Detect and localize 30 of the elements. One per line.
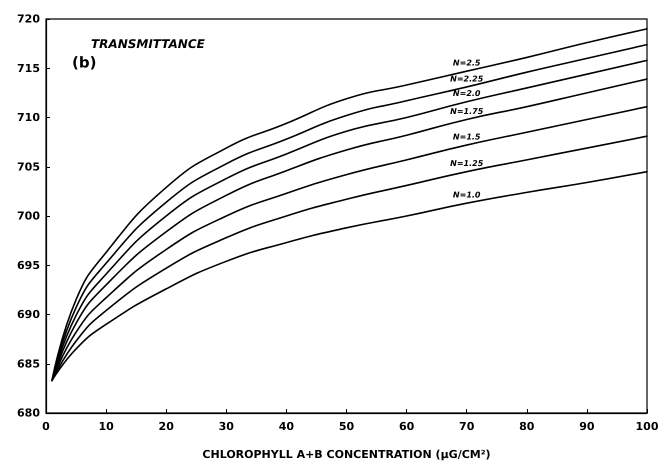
y-tick-label: 710 bbox=[17, 111, 40, 124]
x-tick-label: 10 bbox=[98, 420, 114, 433]
x-tick-label: 90 bbox=[579, 420, 595, 433]
x-tick-label: 60 bbox=[398, 420, 415, 433]
series-label: N=2.0 bbox=[452, 89, 481, 98]
y-tick-label: 685 bbox=[17, 357, 40, 370]
y-tick-label: 700 bbox=[17, 210, 40, 222]
y-tick-label: 695 bbox=[17, 258, 40, 272]
y-tick-label: 690 bbox=[17, 308, 40, 321]
x-axis-title: CHLOROPHYLL A+B CONCENTRATION (μG/CM²) bbox=[202, 448, 491, 461]
series-label: N=2.5 bbox=[452, 58, 481, 68]
y-tick-label: 680 bbox=[17, 406, 40, 420]
y-tick-label: 705 bbox=[17, 160, 40, 174]
text: TRANSMITTANCE bbox=[91, 37, 206, 51]
y-tick-label: 720 bbox=[17, 12, 40, 26]
annotation: (b) bbox=[72, 54, 96, 72]
x-tick-label: 30 bbox=[218, 420, 234, 433]
series-label: N=1.75 bbox=[450, 106, 484, 116]
series-label: N=1.25 bbox=[450, 159, 484, 168]
y-tick-label: 715 bbox=[17, 62, 40, 75]
x-tick-label: 100 bbox=[636, 420, 659, 433]
series-label: N=1.0 bbox=[452, 190, 481, 200]
x-tick-label: 20 bbox=[158, 420, 174, 433]
x-tick-label: 70 bbox=[459, 420, 475, 433]
series-label: N=1.5 bbox=[452, 132, 481, 142]
x-tick-label: 80 bbox=[519, 420, 535, 433]
x-tick-label: 40 bbox=[278, 420, 294, 433]
series-label: N=2.25 bbox=[450, 74, 484, 84]
x-tick-label: 0 bbox=[42, 420, 50, 433]
x-tick-label: 50 bbox=[338, 420, 354, 433]
